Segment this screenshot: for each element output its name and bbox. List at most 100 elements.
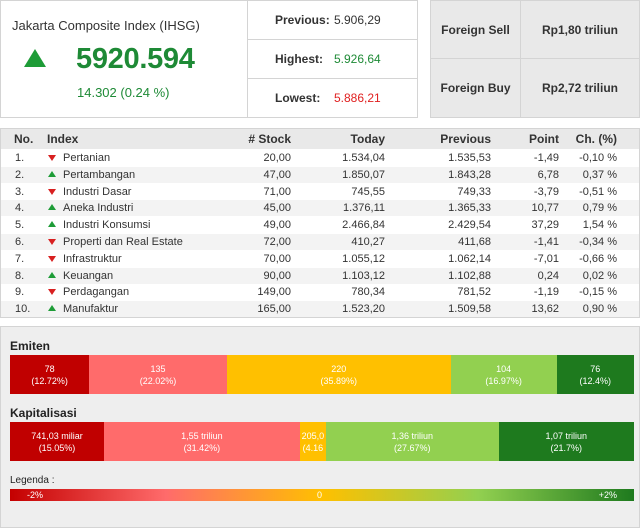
header-index: Index [47, 132, 79, 146]
emiten-segment-value: 78 [44, 363, 55, 374]
row-change: 0,02 % [582, 269, 617, 282]
down-triangle-icon [48, 155, 56, 161]
table-row[interactable]: 5. Industri Konsumsi 49,00 2.466,84 2.429,54… [1, 217, 639, 233]
emiten-segment[interactable]: 78 (12.72%) [10, 355, 90, 394]
row-stock: 165,00 [257, 303, 291, 316]
row-change: -0,34 % [579, 236, 617, 248]
row-index-name: Aneka Industri [63, 202, 134, 215]
header-stock: # Stock [248, 132, 291, 146]
emiten-segment[interactable]: 76 (12.4%) [556, 355, 634, 394]
row-today: 1.534,04 [342, 152, 385, 164]
emiten-segment-value: 104 [496, 363, 512, 374]
legend-max: +2% [598, 490, 617, 500]
emiten-segment-percent: (35.89%) [320, 375, 357, 386]
kapitalisasi-segment-value: 1,07 triliun [545, 430, 588, 441]
foreign-flow-panel: Foreign Sell Rp1,80 triliun Foreign Buy … [430, 0, 640, 118]
table-row[interactable]: 3. Industri Dasar 71,00 745,55 749,33 -3,79 -0… [1, 184, 639, 200]
legend-min: -2% [27, 490, 44, 500]
table-row[interactable]: 8. Keuangan 90,00 1.103,12 1.102,88 0,24 0,02 … [1, 267, 639, 284]
emiten-segment-percent: (12.4%) [579, 375, 612, 386]
row-stock: 72,00 [263, 236, 291, 248]
row-previous: 781,52 [457, 286, 491, 299]
header-no: No. [14, 132, 34, 146]
row-number: 10. [15, 303, 31, 316]
row-stock: 149,00 [257, 286, 291, 299]
kapitalisasi-segment-percent: (15.05%) [38, 442, 76, 453]
row-stock: 49,00 [263, 219, 291, 232]
table-row[interactable]: 4. Aneka Industri 45,00 1.376,11 1.365,33 10,… [1, 200, 639, 217]
emiten-segment[interactable]: 104 (16.97%) [450, 355, 557, 394]
up-triangle-icon [48, 221, 56, 228]
row-previous: 1.365,33 [448, 202, 491, 215]
row-change: -0,51 % [579, 185, 617, 198]
table-row[interactable]: 6. Properti dan Real Estate 72,00 410,27 411… [1, 234, 639, 250]
row-today: 2.466,84 [342, 219, 385, 232]
row-stock: 71,00 [263, 185, 291, 198]
row-previous: 1.535,53 [448, 152, 491, 164]
kapitalisasi-segment-percent: (4.16 [302, 442, 324, 453]
emiten-segment-percent: (22.02%) [139, 375, 177, 386]
kapitalisasi-segment[interactable]: 1,55 triliun (31.42%) [103, 422, 300, 461]
row-number: 6. [15, 236, 25, 248]
foreign-sell-row: Foreign Sell Rp1,80 triliun [431, 1, 639, 59]
kapitalisasi-segment-percent: (21.7%) [550, 442, 583, 453]
row-index-name: Pertambangan [63, 168, 136, 181]
up-triangle-icon [48, 170, 56, 177]
foreign-buy-value: Rp2,72 triliun [541, 81, 618, 95]
kapitalisasi-segment[interactable]: 1,07 triliun (21.7%) [498, 422, 634, 461]
row-today: 410,27 [351, 236, 385, 248]
down-triangle-icon [48, 289, 56, 296]
row-change: 1,54 % [582, 219, 617, 232]
row-point: -3,79 [533, 185, 559, 198]
row-previous: 1.102,88 [448, 269, 491, 282]
row-change: -0,66 % [579, 252, 617, 265]
row-index-name: Manufaktur [63, 303, 119, 316]
row-stock: 47,00 [263, 168, 291, 181]
up-triangle-icon [48, 271, 56, 278]
row-number: 5. [15, 219, 25, 232]
down-triangle-icon [48, 188, 56, 195]
kapitalisasi-segment[interactable]: 1,36 triliun (27.67%) [325, 422, 499, 461]
row-point: -1,49 [533, 152, 559, 164]
table-row[interactable]: 2. Pertambangan 47,00 1.850,07 1.843,28 6,78 0… [1, 166, 639, 183]
market-distribution-panel: Emiten 78 (12.72%) 135 (22.02%) 220 (35.89%) 1… [0, 326, 640, 528]
foreign-buy-row: Foreign Buy Rp2,72 triliun [431, 59, 639, 117]
emiten-segment[interactable]: 220 (35.89%) [226, 355, 451, 394]
table-row[interactable]: 1. Pertanian 20,00 1.534,04 1.535,53 -1,49 -0,… [1, 150, 639, 166]
header-change: Ch. (%) [575, 132, 617, 146]
emiten-segment-value: 76 [590, 363, 601, 374]
row-change: -0,10 % [579, 152, 617, 164]
emiten-segment[interactable]: 135 (22.02%) [89, 355, 227, 394]
stat-value: 5.906,29 [334, 13, 381, 27]
index-summary-panel: Jakarta Composite Index (IHSG) 5920.594 … [0, 0, 248, 118]
foreign-buy-label: Foreign Buy [431, 59, 521, 117]
row-point: -1,19 [533, 286, 559, 299]
row-number: 1. [15, 152, 25, 164]
stat-previous: Previous: 5.906,29 [248, 1, 418, 40]
row-point: 0,24 [537, 269, 559, 282]
stat-label: Previous: [275, 13, 330, 27]
row-index-name: Properti dan Real Estate [63, 236, 183, 248]
row-index-name: Perdagangan [63, 286, 130, 299]
foreign-sell-value: Rp1,80 triliun [541, 23, 618, 37]
row-point: 37,29 [531, 219, 559, 232]
row-point: 13,62 [531, 303, 559, 316]
table-row[interactable]: 7. Infrastruktur 70,00 1.055,12 1.062,14 -7,0… [1, 251, 639, 267]
index-value: 5920.594 [76, 43, 195, 75]
kapitalisasi-segment-value: 205,0 [301, 430, 325, 441]
table-row[interactable]: 10. Manufaktur 165,00 1.523,20 1.509,58 13,62… [1, 301, 639, 318]
foreign-sell-label: Foreign Sell [431, 1, 521, 59]
stat-label: Highest: [275, 52, 323, 66]
kapitalisasi-segment[interactable]: 205,0 (4.16 [299, 422, 326, 461]
row-today: 1.523,20 [342, 303, 385, 316]
row-stock: 90,00 [263, 269, 291, 282]
row-number: 7. [15, 252, 25, 265]
row-change: 0,90 % [582, 303, 617, 316]
row-previous: 411,68 [458, 236, 491, 248]
kapitalisasi-segment[interactable]: 741,03 miliar (15.05%) [10, 422, 104, 461]
kapitalisasi-segment-value: 1,36 triliun [391, 430, 433, 441]
row-index-name: Industri Konsumsi [63, 219, 151, 232]
stat-label: Lowest: [275, 91, 321, 105]
table-row[interactable]: 9. Perdagangan 149,00 780,34 781,52 -1,19 -0,1… [1, 284, 639, 300]
table-header: No. Index # Stock Today Previous Point C… [1, 129, 639, 149]
